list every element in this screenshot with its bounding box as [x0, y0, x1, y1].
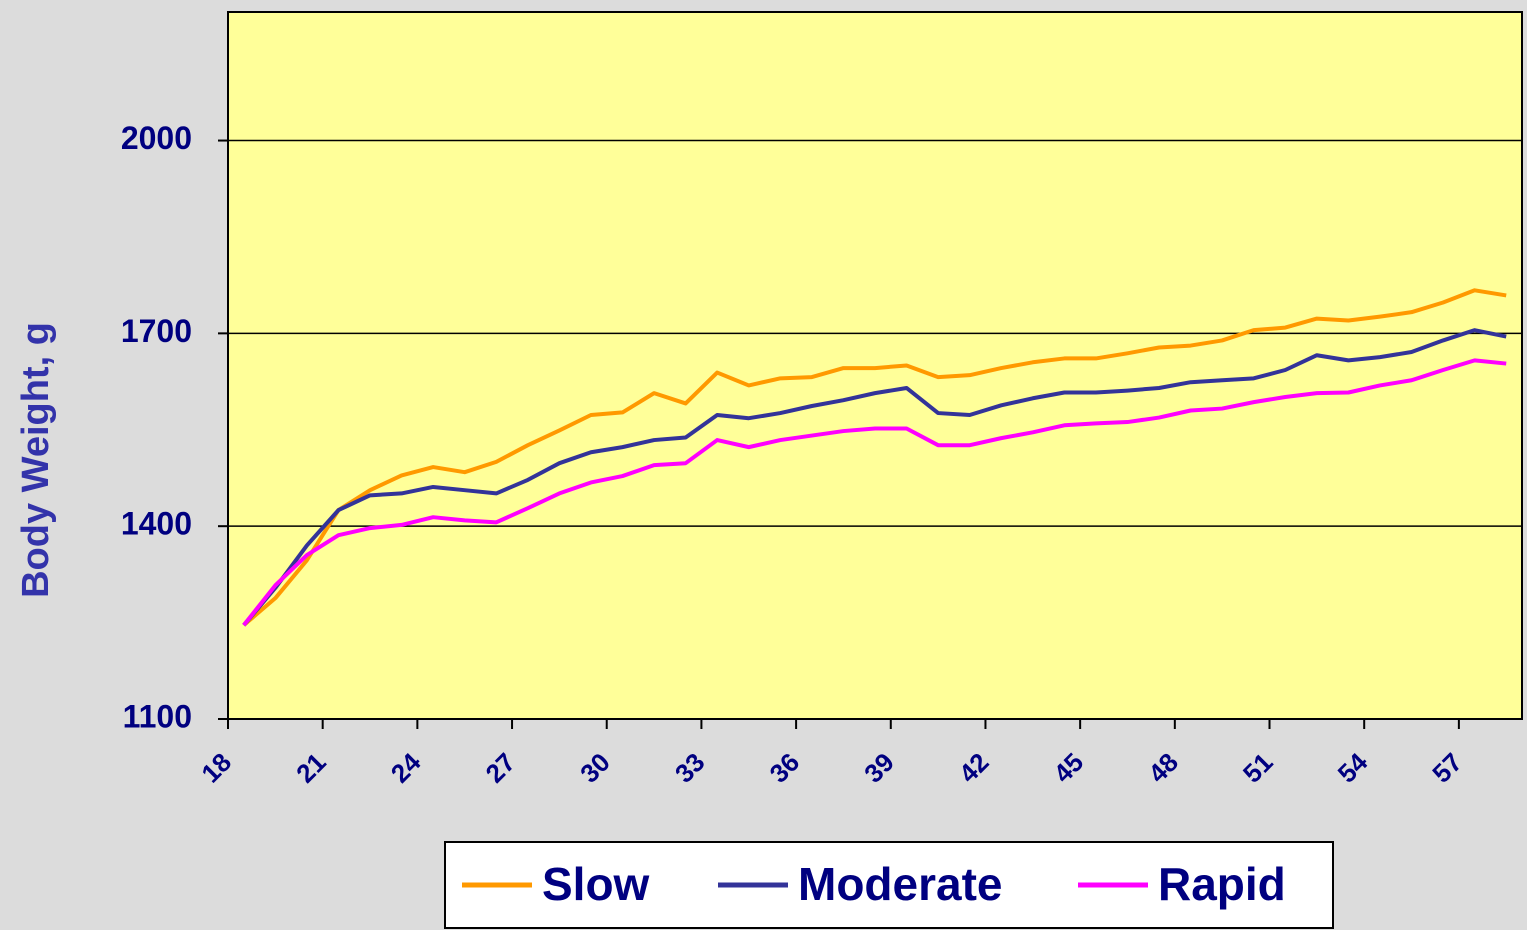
y-tick-label: 1100	[123, 698, 192, 734]
y-tick-label: 1700	[121, 313, 192, 349]
plot-area	[227, 11, 1523, 720]
legend-box	[444, 841, 1334, 929]
series-line	[242, 288, 1507, 627]
legend-label: Rapid	[1158, 858, 1286, 910]
y-tick-label: 2000	[121, 120, 192, 156]
y-axis-title: Body Weight, g	[15, 322, 57, 598]
y-tick-label: 1400	[121, 506, 192, 542]
legend-label: Slow	[542, 858, 650, 910]
legend-label: Moderate	[798, 858, 1002, 910]
series-line	[242, 328, 1507, 627]
series-line	[242, 358, 1507, 627]
